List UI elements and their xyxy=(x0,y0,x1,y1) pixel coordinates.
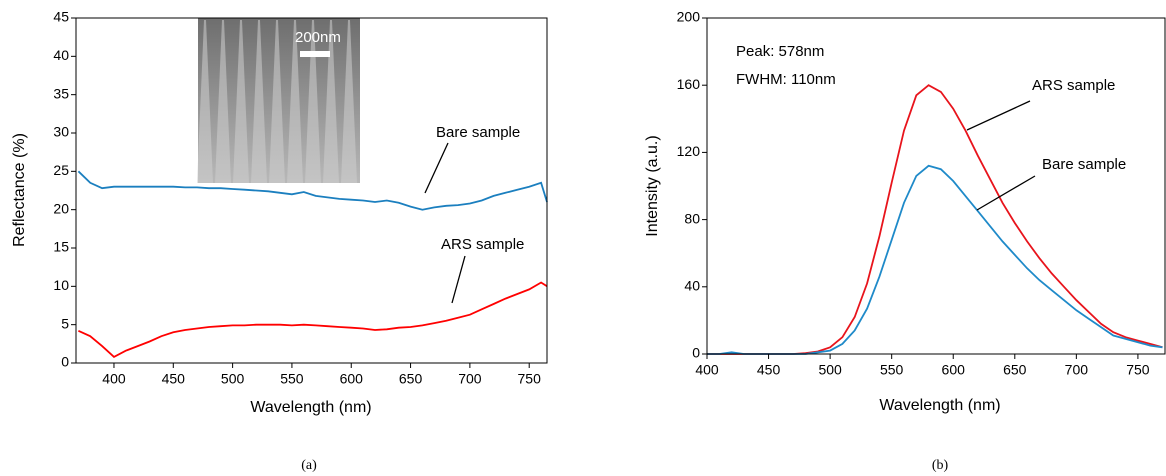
y-tick-label: 35 xyxy=(53,85,69,101)
x-tick-label: 500 xyxy=(818,362,842,378)
x-axis-label: Wavelength (nm) xyxy=(250,399,371,416)
y-tick-label: 25 xyxy=(53,162,69,178)
y-tick-label: 80 xyxy=(684,210,700,226)
y-tick-label: 10 xyxy=(53,277,69,293)
series-line xyxy=(78,281,548,358)
annotation: FWHM: 110nm xyxy=(736,71,836,88)
y-tick-label: 20 xyxy=(53,200,69,216)
y-tick-label: 30 xyxy=(53,124,69,140)
annotation: Peak: 578nm xyxy=(736,43,824,60)
x-tick-label: 650 xyxy=(399,371,423,387)
annotation: ARS sample xyxy=(1032,77,1115,94)
plot-frame xyxy=(706,17,1166,355)
y-tick-label: 40 xyxy=(684,278,700,294)
leader-line xyxy=(451,255,466,304)
sem-inset xyxy=(197,18,360,183)
caption: (a) xyxy=(301,458,317,473)
x-tick-label: 700 xyxy=(458,371,482,387)
annotation: 200nm xyxy=(295,29,341,46)
x-tick-label: 750 xyxy=(518,371,542,387)
annotation: Bare sample xyxy=(436,124,520,141)
x-tick-label: 600 xyxy=(942,362,966,378)
x-tick-label: 700 xyxy=(1065,362,1089,378)
leader-line xyxy=(424,142,449,194)
leader-line xyxy=(976,175,1036,211)
caption: (b) xyxy=(932,458,949,473)
y-tick-label: 45 xyxy=(53,9,69,25)
x-tick-label: 650 xyxy=(1003,362,1027,378)
y-tick-label: 5 xyxy=(61,315,69,331)
x-tick-label: 450 xyxy=(757,362,781,378)
y-tick-label: 0 xyxy=(61,354,69,370)
x-tick-label: 500 xyxy=(221,371,245,387)
series-line xyxy=(707,164,1163,355)
x-tick-label: 600 xyxy=(340,371,364,387)
x-tick-label: 400 xyxy=(102,371,126,387)
y-tick-label: 160 xyxy=(677,76,701,92)
x-tick-label: 450 xyxy=(162,371,186,387)
x-tick-label: 550 xyxy=(280,371,304,387)
leader-line xyxy=(966,100,1031,131)
series-line xyxy=(77,170,548,211)
y-tick-label: 40 xyxy=(53,47,69,63)
x-tick-label: 550 xyxy=(880,362,904,378)
series-line xyxy=(707,84,1163,355)
annotation: ARS sample xyxy=(441,236,524,253)
x-axis-label: Wavelength (nm) xyxy=(879,397,1000,414)
y-tick-label: 15 xyxy=(53,239,69,255)
y-tick-label: 0 xyxy=(692,345,700,361)
annotation: Bare sample xyxy=(1042,156,1126,173)
y-tick-label: 200 xyxy=(677,9,701,25)
y-axis-label: Reflectance (%) xyxy=(11,133,28,247)
plot-frame xyxy=(75,17,548,364)
y-tick-label: 120 xyxy=(677,143,701,159)
y-axis-label: Intensity (a.u.) xyxy=(644,135,661,236)
x-tick-label: 400 xyxy=(695,362,719,378)
x-tick-label: 750 xyxy=(1126,362,1150,378)
